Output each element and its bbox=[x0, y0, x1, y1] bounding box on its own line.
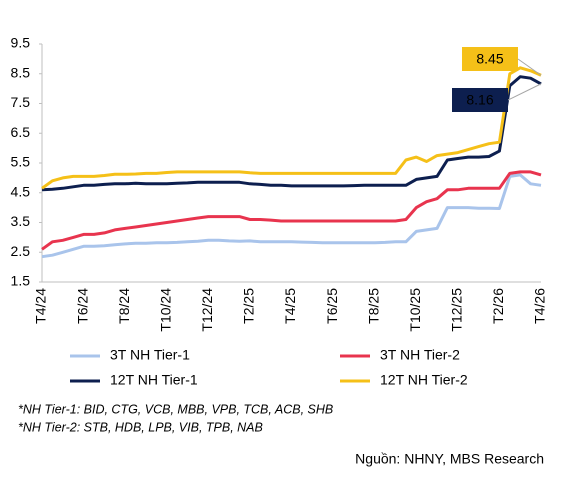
x-tick-label: T2/26 bbox=[490, 288, 506, 324]
data-label: 8.45 bbox=[476, 51, 503, 67]
y-tick-label: 3.5 bbox=[11, 213, 31, 229]
line-series bbox=[41, 66, 542, 190]
x-tick-label: T10/24 bbox=[157, 288, 173, 332]
legend-label: 3T NH Tier-2 bbox=[380, 347, 460, 363]
y-tick-label: 8.5 bbox=[11, 64, 31, 80]
note: *NH Tier-2: STB, HDB, LPB, VIB, TPB, NAB bbox=[18, 420, 263, 434]
x-tick-label: T4/24 bbox=[33, 288, 49, 324]
leader-line bbox=[517, 58, 542, 76]
x-tick-label: T4/26 bbox=[532, 288, 548, 324]
y-tick-label: 5.5 bbox=[11, 154, 31, 170]
y-tick-label: 2.5 bbox=[11, 243, 31, 259]
line-series bbox=[41, 173, 542, 259]
x-tick-label: T12/24 bbox=[199, 288, 215, 332]
y-tick-label: 9.5 bbox=[11, 35, 31, 51]
legend-label: 3T NH Tier-1 bbox=[110, 347, 190, 363]
x-tick-label: T4/25 bbox=[282, 288, 298, 324]
x-tick-label: T8/25 bbox=[365, 288, 381, 324]
label-box bbox=[462, 47, 518, 71]
line-series bbox=[41, 170, 542, 251]
x-tick-label: T12/25 bbox=[449, 288, 465, 332]
source: Nguồn: NHNY, MBS Research bbox=[355, 451, 544, 467]
y-tick-label: 7.5 bbox=[11, 94, 31, 110]
legend-label: 12T NH Tier-2 bbox=[380, 372, 468, 388]
x-tick-label: T10/25 bbox=[407, 288, 423, 332]
x-tick-label: T6/25 bbox=[324, 288, 340, 324]
x-tick-label: T6/24 bbox=[74, 288, 90, 324]
y-tick-label: 4.5 bbox=[11, 183, 31, 199]
label-box bbox=[452, 88, 508, 112]
data-label: 8.16 bbox=[466, 92, 493, 108]
x-tick-label: T2/25 bbox=[241, 288, 257, 324]
note: *NH Tier-1: BID, CTG, VCB, MBB, VPB, TCB… bbox=[18, 402, 333, 416]
legend-label: 12T NH Tier-1 bbox=[110, 372, 198, 388]
y-tick-label: 6.5 bbox=[11, 124, 31, 140]
leader-line bbox=[507, 83, 542, 101]
x-tick-label: T8/24 bbox=[116, 288, 132, 324]
y-tick-label: 1.5 bbox=[11, 273, 31, 289]
line-series bbox=[41, 75, 542, 192]
